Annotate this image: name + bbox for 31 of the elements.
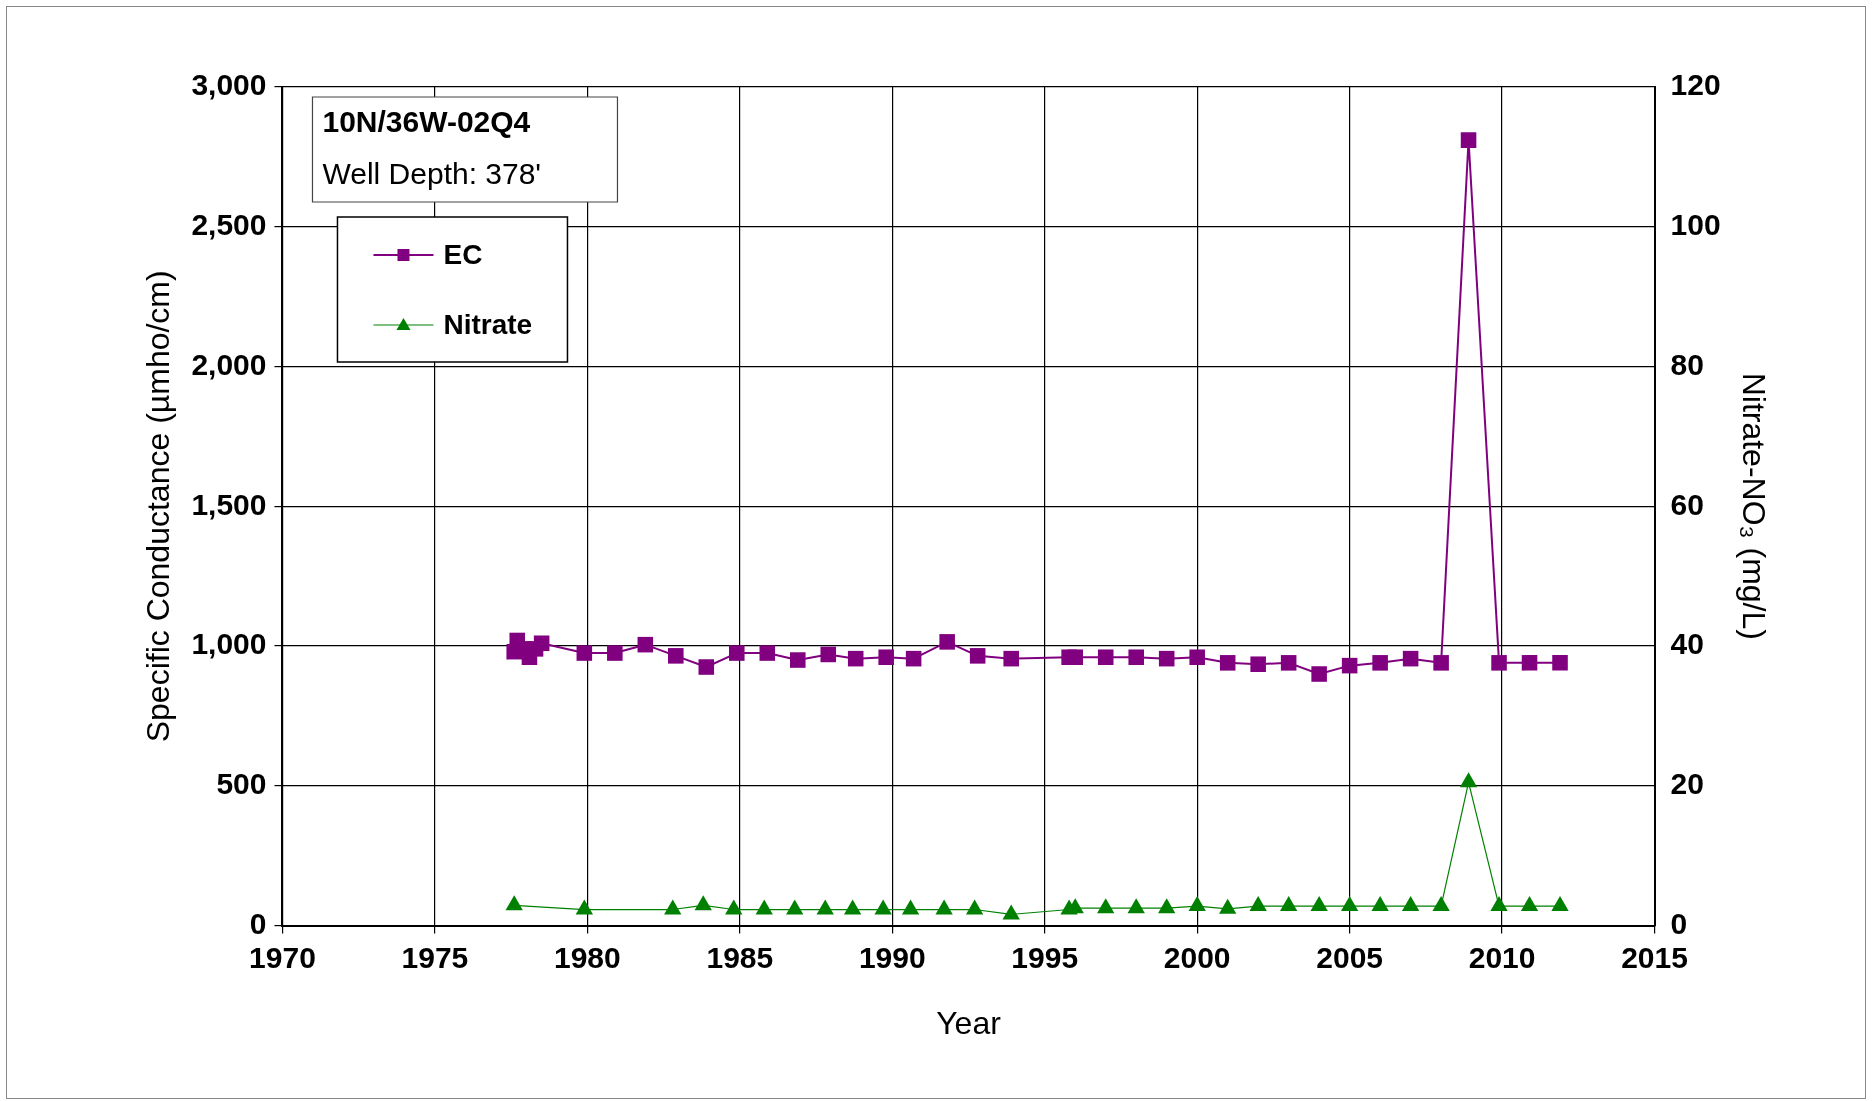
x-tick-label: 2000 bbox=[1163, 940, 1231, 974]
x-tick-label: 2010 bbox=[1468, 940, 1536, 974]
x-tick-label: 1995 bbox=[1011, 940, 1079, 974]
y2-tick-label: 120 bbox=[1670, 68, 1721, 102]
y-tick-label: 1,500 bbox=[191, 487, 267, 521]
x-tick-label: 2005 bbox=[1316, 940, 1384, 974]
y-tick-label: 1,000 bbox=[191, 627, 267, 661]
y2-tick-label: 20 bbox=[1670, 767, 1704, 801]
y2-tick-label: 100 bbox=[1670, 208, 1721, 242]
y2-tick-label: 60 bbox=[1670, 487, 1704, 521]
y2-tick-label: 0 bbox=[1670, 906, 1688, 940]
x-tick-label: 1975 bbox=[401, 940, 469, 974]
y-tick-label: 0 bbox=[249, 906, 267, 940]
y-axis-title: Specific Conductance (µmho/cm) bbox=[140, 270, 177, 743]
y2-tick-label: 80 bbox=[1670, 347, 1704, 381]
x-tick-label: 1980 bbox=[554, 940, 621, 974]
y-tick-label: 500 bbox=[216, 767, 267, 801]
x-tick-label: 1985 bbox=[706, 940, 774, 974]
y2-tick-label: 40 bbox=[1670, 627, 1704, 661]
annotation: 10N/36W-02Q4 bbox=[322, 105, 531, 139]
y2-axis-title: Nitrate-NO₃ (mg/L) bbox=[1735, 372, 1772, 640]
annotation: Well Depth: 378' bbox=[322, 157, 542, 191]
legend-label: EC bbox=[443, 238, 483, 270]
x-axis-title: Year bbox=[936, 1004, 1002, 1041]
legend-label: Nitrate bbox=[443, 308, 533, 340]
y-tick-label: 2,500 bbox=[191, 208, 267, 242]
x-tick-label: 2015 bbox=[1621, 940, 1688, 974]
x-tick-label: 1970 bbox=[249, 940, 316, 974]
x-tick-label: 1990 bbox=[858, 940, 926, 974]
y-tick-label: 2,000 bbox=[191, 347, 267, 381]
y-tick-label: 3,000 bbox=[191, 68, 267, 102]
